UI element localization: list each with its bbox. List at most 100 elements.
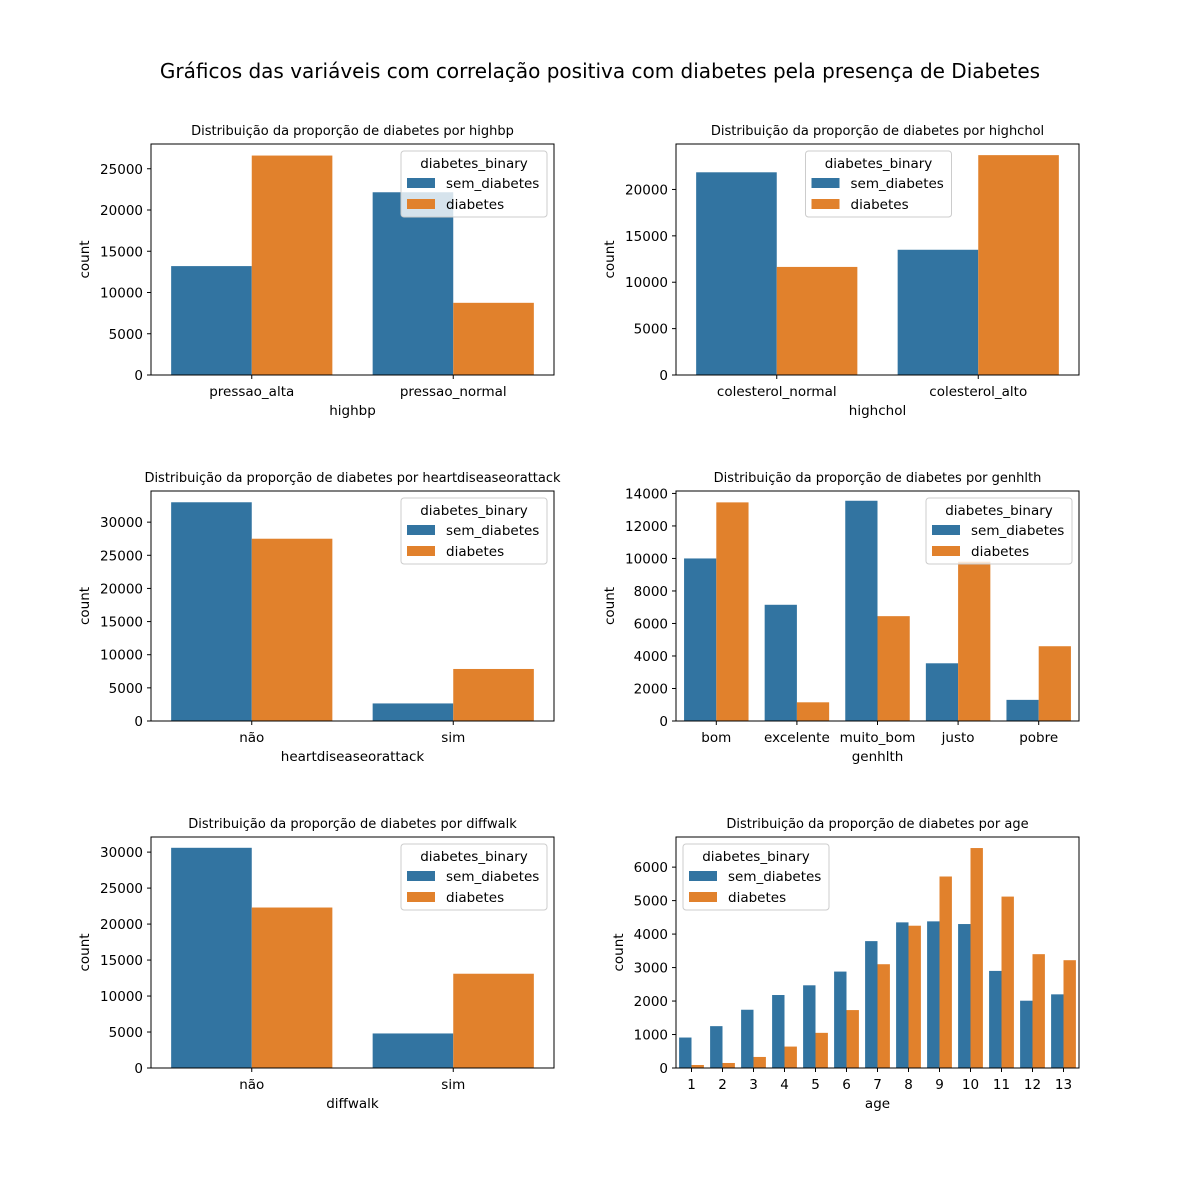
bar-sem_diabetes-9 — [927, 921, 940, 1068]
y-tick-label: 30000 — [100, 515, 143, 531]
x-tick-label: 12 — [1024, 1077, 1041, 1093]
chart-panel-1: Distribuição da proporção de diabetes po… — [602, 124, 1080, 419]
bar-sem_diabetes-colesterol_normal — [696, 172, 777, 375]
x-tick-label: colesterol_alto — [929, 384, 1027, 400]
bar-diabetes-sim — [453, 668, 534, 721]
legend: diabetes_binary sem_diabetes diabetes — [925, 497, 1073, 565]
bar-diabetes-2 — [722, 1062, 735, 1068]
y-tick-label: 25000 — [100, 162, 143, 178]
chart-panel-0: Distribuição da proporção de diabetes po… — [77, 124, 555, 419]
x-tick-label: não — [239, 730, 264, 746]
y-tick-label: 10000 — [100, 989, 143, 1005]
bar-sem_diabetes-8 — [896, 922, 909, 1068]
bar-sem_diabetes-não — [171, 502, 252, 721]
x-tick-label: justo — [941, 730, 975, 746]
y-tick-label: 5000 — [634, 322, 668, 338]
x-tick-label: 8 — [904, 1077, 913, 1093]
legend-box — [805, 150, 952, 218]
legend-entry-diabetes: diabetes — [851, 197, 909, 213]
x-axis-label: age — [865, 1096, 890, 1112]
legend-entry-sem_diabetes: sem_diabetes — [851, 176, 944, 192]
bar-diabetes-pressao_normal — [453, 302, 534, 375]
y-tick-label: 20000 — [100, 917, 143, 933]
x-tick-label: bom — [701, 730, 731, 746]
legend-swatch-diabetes — [407, 199, 435, 209]
legend-title: diabetes_binary — [702, 849, 810, 865]
x-tick-label: 10 — [962, 1077, 979, 1093]
x-axis-label: heartdiseaseorattack — [281, 749, 425, 765]
bar-sem_diabetes-justo — [925, 663, 959, 721]
chart-title: Distribuição da proporção de diabetes po… — [188, 817, 517, 832]
y-tick-label: 30000 — [100, 845, 143, 861]
y-tick-label: 25000 — [100, 548, 143, 564]
axes-frame — [150, 143, 555, 376]
bar-sem_diabetes-2 — [710, 1026, 723, 1068]
bar-diabetes-colesterol_normal — [776, 266, 858, 375]
y-tick-label: 4000 — [634, 649, 668, 665]
legend-swatch-diabetes — [689, 892, 717, 902]
x-tick-label: 13 — [1055, 1077, 1072, 1093]
legend-swatch-diabetes — [407, 546, 435, 556]
chart-panel-4: Distribuição da proporção de diabetes po… — [77, 817, 555, 1112]
legend-swatch-diabetes — [407, 892, 435, 902]
y-tick-label: 25000 — [100, 881, 143, 897]
bar-diabetes-6 — [846, 1010, 859, 1068]
x-tick-label: 3 — [749, 1077, 758, 1093]
bar-sem_diabetes-7 — [865, 941, 878, 1068]
bar-sem_diabetes-13 — [1051, 994, 1064, 1068]
bar-sem_diabetes-sim — [372, 1033, 454, 1068]
bar-diabetes-justo — [958, 561, 991, 721]
bar-diabetes-sim — [453, 973, 534, 1068]
x-axis-label: highchol — [849, 403, 906, 419]
legend: diabetes_binary sem_diabetes diabetes — [400, 497, 548, 565]
y-tick-label: 0 — [659, 1061, 668, 1077]
y-tick-label: 5000 — [109, 681, 143, 697]
legend-entry-sem_diabetes: sem_diabetes — [446, 869, 539, 885]
legend-title: diabetes_binary — [420, 849, 528, 865]
y-axis-label: count — [77, 933, 93, 971]
legend: diabetes_binary sem_diabetes diabetes — [682, 843, 830, 911]
y-tick-label: 1000 — [634, 1028, 668, 1044]
bar-diabetes-muito_bom — [877, 616, 910, 721]
legend-entry-diabetes: diabetes — [971, 544, 1029, 560]
chart-title: Distribuição da proporção de diabetes po… — [191, 124, 514, 139]
y-axis-label: count — [611, 933, 627, 971]
legend-box — [682, 843, 830, 911]
y-tick-label: 6000 — [634, 860, 668, 876]
bar-sem_diabetes-5 — [803, 985, 816, 1068]
y-tick-label: 14000 — [625, 486, 668, 502]
bar-sem_diabetes-1 — [679, 1037, 692, 1068]
y-tick-label: 0 — [134, 714, 143, 730]
x-axis-label: diffwalk — [326, 1096, 379, 1112]
y-tick-label: 5000 — [109, 327, 143, 343]
x-tick-label: sim — [441, 730, 465, 746]
bar-diabetes-3 — [753, 1056, 766, 1068]
bar-diabetes-1 — [691, 1064, 704, 1068]
x-tick-label: muito_bom — [840, 730, 916, 746]
axes-frame — [150, 490, 555, 722]
legend-entry-diabetes: diabetes — [728, 890, 786, 906]
y-tick-label: 2000 — [634, 994, 668, 1010]
chart-title: Distribuição da proporção de diabetes po… — [714, 471, 1042, 486]
axes-frame — [150, 836, 555, 1069]
bar-diabetes-7 — [877, 964, 890, 1068]
legend-swatch-diabetes — [811, 199, 840, 209]
bar-sem_diabetes-4 — [772, 995, 785, 1068]
legend-swatch-sem_diabetes — [932, 525, 960, 535]
chart-panel-2: Distribuição da proporção de diabetes po… — [77, 471, 561, 765]
bar-sem_diabetes-6 — [834, 971, 847, 1068]
y-tick-label: 12000 — [625, 519, 668, 535]
x-tick-label: pressao_normal — [400, 384, 507, 400]
x-tick-label: 4 — [780, 1077, 789, 1093]
y-tick-label: 20000 — [625, 182, 668, 198]
bar-diabetes-excelente — [796, 702, 830, 721]
bar-sem_diabetes-3 — [741, 1009, 754, 1068]
legend-title: diabetes_binary — [420, 156, 528, 172]
legend-entry-diabetes: diabetes — [446, 544, 504, 560]
y-axis-label: count — [77, 587, 93, 625]
figure-suptitle: Gráficos das variáveis com correlação po… — [160, 59, 1040, 83]
bar-sem_diabetes-10 — [958, 924, 971, 1068]
x-tick-label: excelente — [764, 730, 830, 746]
bar-sem_diabetes-colesterol_alto — [897, 249, 979, 375]
